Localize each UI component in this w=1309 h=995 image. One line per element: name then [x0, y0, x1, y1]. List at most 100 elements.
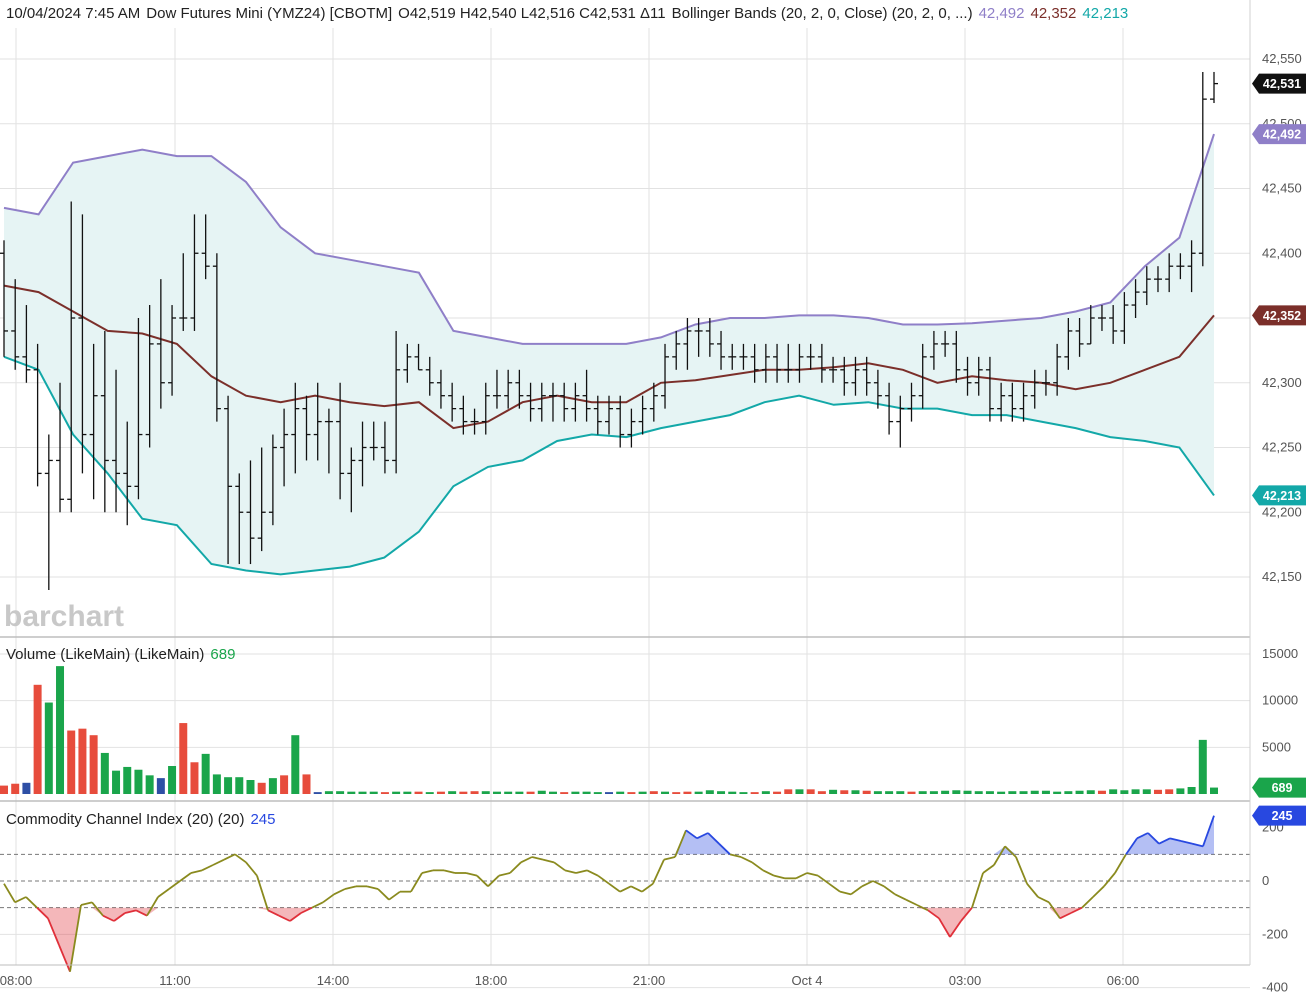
ohlc-bar	[414, 343, 423, 371]
volume-bar	[392, 791, 401, 794]
volume-bar	[336, 791, 345, 794]
volume-bar	[605, 792, 613, 794]
volume-bar	[190, 762, 199, 794]
cci-segment	[927, 909, 940, 920]
ohlc-bar	[470, 408, 479, 435]
volume-bar	[649, 791, 658, 794]
volume-bar	[481, 791, 490, 794]
volume-bar	[436, 791, 445, 794]
cci-segment	[25, 896, 38, 909]
volume-bar	[1041, 790, 1050, 794]
ohlc-bar	[829, 356, 838, 383]
volume-bar	[952, 790, 961, 794]
volume-bar	[672, 792, 681, 794]
volume-bar	[156, 778, 165, 794]
time-tick-label: 14:00	[317, 973, 350, 988]
cci-segment	[333, 888, 346, 896]
cci-segment	[157, 888, 170, 898]
cci-segment	[487, 875, 500, 887]
cci-tick-label: -200	[1262, 926, 1288, 941]
volume-bars	[0, 666, 1218, 794]
cci-segment	[751, 861, 764, 872]
ohlc-bar	[571, 382, 580, 422]
ohlc-bar	[672, 330, 681, 370]
volume-bar	[761, 791, 770, 794]
ohlc-bar	[100, 330, 109, 513]
volume-bar	[1008, 791, 1017, 794]
svg-text:42,213: 42,213	[1263, 489, 1301, 503]
ohlc-bar	[806, 343, 815, 370]
cci-segment	[564, 869, 577, 874]
volume-bar	[302, 774, 311, 794]
header-upper-value: 42,492	[979, 5, 1025, 22]
svg-text:42,531: 42,531	[1263, 77, 1301, 91]
volume-bar	[985, 791, 994, 794]
cci-segment	[3, 883, 16, 903]
cci-segment	[894, 893, 907, 901]
cci-segment	[1169, 837, 1182, 842]
cci-segment	[872, 880, 885, 888]
ohlc-bar	[112, 369, 121, 513]
ohlc-bar	[1097, 305, 1106, 331]
cci-segment	[377, 888, 390, 901]
ohlc-bar	[582, 369, 591, 422]
cci-segment	[1081, 896, 1094, 909]
header-lower-value: 42,213	[1082, 5, 1128, 22]
cci-segment	[619, 885, 632, 893]
ohlc-bar	[526, 382, 535, 422]
time-tick-label: 11:00	[159, 973, 191, 988]
volume-bar	[1086, 790, 1095, 794]
ohlc-bar	[347, 447, 356, 513]
volume-bar	[705, 790, 714, 794]
volume-bar	[582, 791, 591, 794]
cci-segment	[839, 890, 852, 896]
cci-segment	[1147, 832, 1160, 845]
ohlc-bar	[974, 356, 983, 396]
time-tick-label: 08:00	[0, 973, 32, 988]
volume-bar	[504, 791, 513, 794]
cci-segment	[465, 872, 478, 877]
volume-bar	[67, 730, 76, 794]
volume-bar	[728, 791, 737, 794]
ohlc-bar	[89, 343, 98, 500]
ohlc-bar	[784, 343, 793, 383]
cci-segment	[1191, 842, 1204, 848]
volume-bar	[44, 702, 53, 794]
cci-segment	[575, 869, 588, 874]
cci-segment	[806, 872, 819, 877]
cci-segment	[718, 843, 731, 855]
cci-segment	[773, 874, 786, 880]
volume-tick-label: 5000	[1262, 739, 1291, 754]
ohlc-bar	[212, 253, 221, 422]
cci-segment	[14, 896, 27, 904]
cci-segment	[311, 901, 324, 909]
volume-bar	[123, 766, 132, 794]
cci-segment	[960, 907, 973, 922]
header-symbol: Dow Futures Mini (YMZ24) [CBOTM]	[146, 5, 392, 22]
volume-bar	[829, 789, 838, 794]
ohlc-bar	[773, 343, 782, 383]
volume-bar	[179, 723, 188, 794]
cci-segment	[685, 829, 698, 840]
volume-bar	[817, 791, 826, 794]
cci-panel-title: Commodity Channel Index (20) (20) 245	[6, 811, 275, 828]
ohlc-bar	[918, 343, 927, 409]
volume-bar	[280, 775, 289, 794]
value-tag: 689	[1252, 777, 1306, 798]
volume-tick-label: 15000	[1262, 646, 1298, 661]
ohlc-bar	[985, 356, 994, 422]
ohlc-bar	[67, 201, 76, 513]
volume-bar	[661, 791, 670, 794]
cci-segment	[421, 869, 434, 874]
ohlc-bar	[134, 318, 143, 500]
cci-segment	[410, 872, 423, 893]
volume-bar	[1120, 790, 1129, 794]
cci-title: Commodity Channel Index (20) (20)	[6, 811, 244, 828]
cci-segment	[949, 920, 962, 938]
ohlc-bar	[448, 382, 457, 422]
volume-bar	[974, 791, 983, 794]
volume-bar	[235, 777, 244, 794]
volume-bar	[873, 791, 882, 794]
cci-segment	[850, 885, 863, 896]
